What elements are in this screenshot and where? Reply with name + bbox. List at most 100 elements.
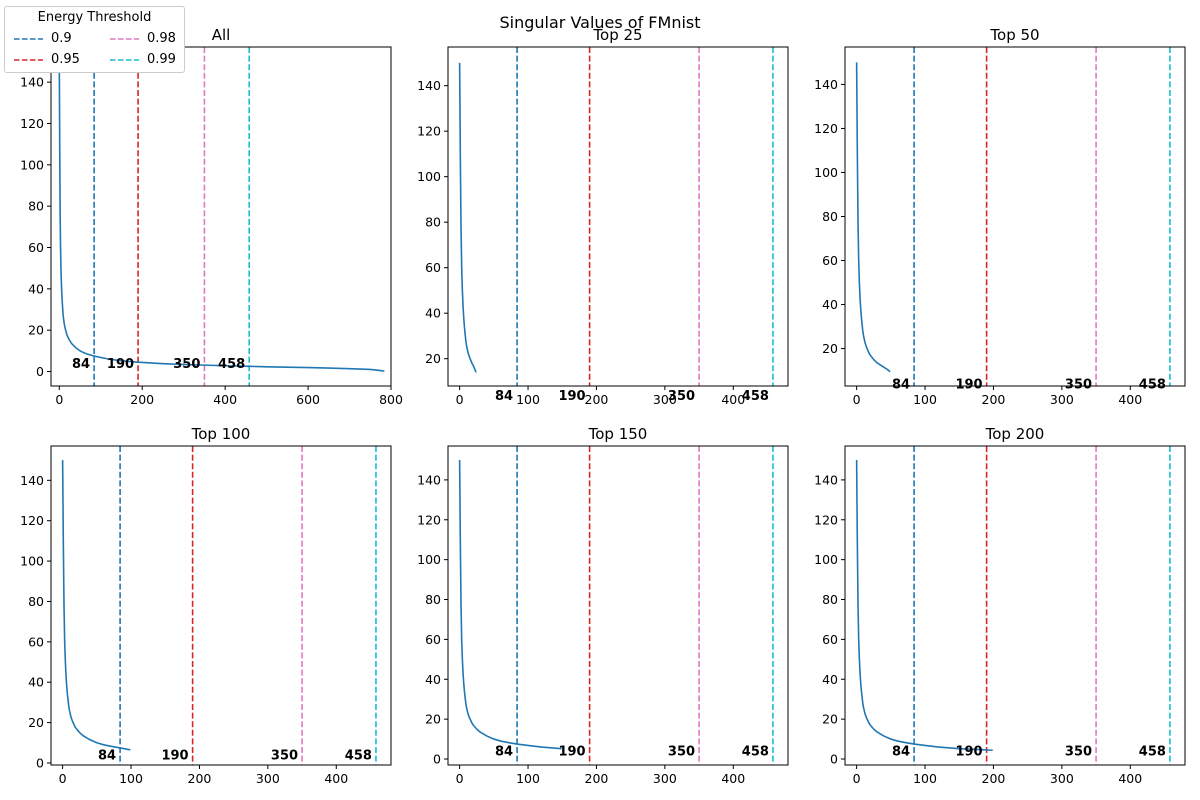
figure-title: Singular Values of FMnist: [499, 13, 701, 32]
y-tick-label: 0: [36, 755, 44, 770]
x-tick-label: 200: [585, 771, 609, 786]
y-tick-label: 120: [20, 513, 44, 528]
x-tick-label: 300: [653, 392, 677, 407]
subplot-title: Top 25: [592, 26, 642, 44]
subplot-title: All: [212, 26, 231, 44]
y-tick-label: 100: [417, 552, 441, 567]
y-tick-label: 80: [822, 592, 838, 607]
y-tick-label: 80: [425, 592, 441, 607]
legend-swatch-dashed-line-icon: [14, 59, 43, 61]
y-tick-label: 20: [28, 323, 44, 338]
x-tick-label: 400: [324, 771, 348, 786]
y-tick-label: 140: [417, 472, 441, 487]
threshold-annotation: 350: [1065, 745, 1092, 760]
y-tick-label: 40: [28, 281, 44, 296]
subplot-title: Top 200: [985, 425, 1045, 443]
y-tick-label: 80: [425, 215, 441, 230]
x-tick-label: 200: [982, 392, 1006, 407]
subplot-1: Top 25 0 100 200 300 400 20 40 60 80 100 120 140 84 19…: [417, 26, 789, 407]
y-tick-label: 40: [425, 672, 441, 687]
subplot-title: Top 150: [588, 425, 648, 443]
singular-value-line: [61, 460, 131, 751]
axes-frame: [50, 445, 392, 766]
subplot-2: Top 50 0 100 200 300 400 20 40 60 80 100 120 140 84 19…: [814, 26, 1186, 407]
legend-label: 0.9: [51, 31, 72, 46]
threshold-annotation: 84: [72, 357, 90, 372]
subplot-title: Top 50: [989, 26, 1039, 44]
singular-value-line: [855, 459, 993, 752]
y-tick-label: 120: [814, 512, 838, 527]
y-tick-label: 60: [425, 260, 441, 275]
y-tick-label: 60: [822, 253, 838, 268]
y-tick-label: 0: [433, 752, 441, 767]
x-tick-label: 100: [913, 392, 937, 407]
y-tick-label: 120: [20, 116, 44, 131]
singular-value-line: [855, 62, 891, 373]
y-tick-label: 140: [20, 75, 44, 90]
y-tick-label: 100: [20, 157, 44, 172]
y-tick-label: 100: [417, 169, 441, 184]
singular-value-line: [58, 61, 385, 372]
x-tick-label: 0: [456, 771, 464, 786]
x-tick-label: 0: [853, 392, 861, 407]
y-tick-label: 140: [20, 473, 44, 488]
x-tick-label: 600: [296, 392, 320, 407]
y-tick-label: 40: [425, 306, 441, 321]
threshold-annotation: 190: [558, 389, 585, 404]
axes-frame: [447, 46, 789, 387]
threshold-annotation: 350: [1065, 378, 1092, 393]
x-tick-label: 200: [130, 392, 154, 407]
threshold-annotation: 350: [271, 748, 298, 763]
x-tick-label: 0: [59, 771, 67, 786]
y-tick-label: 140: [417, 78, 441, 93]
threshold-annotation: 84: [495, 389, 513, 404]
legend-swatch-dashed-line-icon: [110, 38, 139, 40]
legend-label: 0.95: [51, 52, 80, 67]
x-tick-label: 400: [1118, 771, 1142, 786]
subplot-5: Top 200 0 100 200 300 400 0 20 40 60 80 100 120 140 84…: [814, 425, 1186, 786]
y-tick-label: 80: [28, 594, 44, 609]
threshold-annotation: 350: [668, 745, 695, 760]
y-tick-label: 140: [814, 77, 838, 92]
threshold-annotation: 458: [742, 389, 769, 404]
x-tick-label: 400: [721, 392, 745, 407]
x-tick-label: 100: [516, 771, 540, 786]
y-tick-label: 120: [814, 121, 838, 136]
y-tick-label: 20: [822, 341, 838, 356]
x-tick-label: 100: [516, 392, 540, 407]
threshold-annotation: 458: [1139, 378, 1166, 393]
subplot-title: Top 100: [191, 425, 251, 443]
y-tick-label: 40: [822, 672, 838, 687]
threshold-annotation: 190: [161, 748, 188, 763]
x-tick-label: 0: [456, 392, 464, 407]
x-tick-label: 100: [913, 771, 937, 786]
x-tick-label: 300: [653, 771, 677, 786]
x-tick-label: 0: [853, 771, 861, 786]
y-tick-label: 60: [28, 634, 44, 649]
x-tick-label: 300: [256, 771, 280, 786]
x-tick-label: 300: [1050, 771, 1074, 786]
threshold-annotation: 190: [955, 378, 982, 393]
y-tick-label: 120: [417, 124, 441, 139]
subplot-4: Top 150 0 100 200 300 400 0 20 40 60 80 100 120 140 84…: [417, 425, 789, 786]
y-tick-label: 40: [822, 297, 838, 312]
threshold-annotation: 350: [668, 389, 695, 404]
y-tick-label: 20: [425, 351, 441, 366]
y-tick-label: 120: [417, 512, 441, 527]
x-tick-label: 200: [188, 771, 212, 786]
x-tick-label: 400: [213, 392, 237, 407]
threshold-annotation: 84: [98, 748, 116, 763]
y-tick-label: 100: [20, 554, 44, 569]
singular-value-line: [458, 62, 477, 373]
x-tick-label: 800: [379, 392, 403, 407]
threshold-annotation: 84: [495, 745, 513, 760]
threshold-annotation: 190: [558, 745, 585, 760]
legend-label: 0.98: [147, 31, 176, 46]
singular-value-line: [458, 459, 562, 750]
legend-swatch-dashed-line-icon: [14, 38, 43, 40]
subplot-0: All 0 200 400 600 800 0 20 40 60 80 100 120 140 84 190 3…: [20, 26, 403, 407]
threshold-annotation: 84: [892, 378, 910, 393]
threshold-annotation: 458: [218, 357, 245, 372]
threshold-annotation: 190: [955, 745, 982, 760]
y-tick-label: 60: [822, 632, 838, 647]
